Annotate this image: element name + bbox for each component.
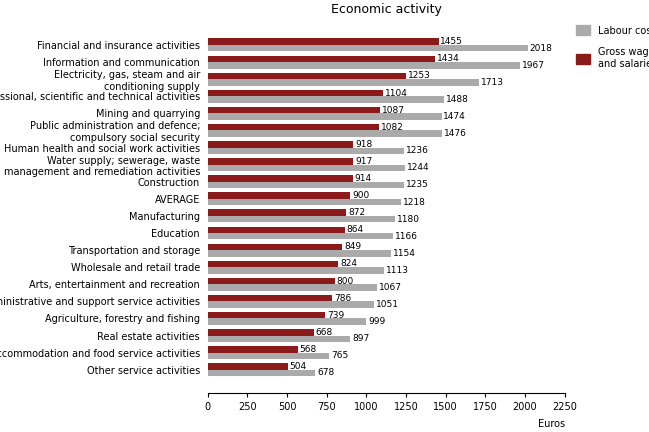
Text: 1113: 1113 [386, 266, 409, 275]
Text: 1236: 1236 [406, 146, 428, 155]
Text: 1253: 1253 [408, 71, 431, 80]
Text: 568: 568 [300, 345, 317, 354]
Text: 1154: 1154 [393, 249, 415, 258]
Bar [208, 165, 405, 171]
Bar [208, 226, 345, 233]
Text: 900: 900 [352, 191, 370, 200]
Bar [208, 278, 335, 284]
Bar [208, 346, 298, 353]
Bar [208, 284, 377, 291]
Bar [208, 45, 528, 51]
Bar [208, 192, 350, 199]
Text: 2018: 2018 [530, 44, 552, 53]
Text: 1067: 1067 [379, 283, 402, 292]
Text: 739: 739 [327, 311, 344, 320]
Bar [208, 353, 329, 359]
Text: 1180: 1180 [397, 215, 420, 224]
Text: 1488: 1488 [446, 95, 469, 104]
Bar [208, 363, 288, 370]
Bar [208, 107, 380, 113]
Text: 765: 765 [331, 351, 349, 360]
Text: 1713: 1713 [482, 78, 504, 87]
Bar [208, 90, 383, 96]
Bar [208, 56, 435, 62]
Bar [208, 38, 439, 45]
Text: 1474: 1474 [443, 112, 466, 121]
Legend: Labour costs, Gross wages
and salaries: Labour costs, Gross wages and salaries [572, 22, 649, 73]
Text: 800: 800 [336, 276, 354, 286]
Text: 872: 872 [348, 208, 365, 217]
Bar [208, 370, 315, 376]
Bar [208, 312, 325, 318]
Text: 1051: 1051 [376, 300, 399, 309]
Text: 864: 864 [347, 225, 364, 234]
Text: 914: 914 [354, 174, 372, 183]
Bar [208, 295, 332, 302]
Text: 786: 786 [334, 294, 352, 303]
Bar [208, 158, 353, 165]
Bar [208, 336, 350, 342]
Bar [208, 329, 313, 336]
Bar [208, 267, 384, 274]
Text: 1244: 1244 [407, 163, 430, 172]
Text: 1434: 1434 [437, 54, 460, 64]
Bar [208, 148, 404, 154]
Text: Euros: Euros [537, 419, 565, 429]
Text: 849: 849 [344, 242, 361, 251]
Bar [208, 124, 379, 130]
Bar [208, 96, 444, 103]
Title: Economic activity: Economic activity [331, 3, 441, 16]
Bar [208, 302, 374, 308]
Bar [208, 175, 352, 182]
Text: 917: 917 [355, 157, 373, 166]
Text: 1235: 1235 [406, 181, 428, 190]
Text: 1087: 1087 [382, 105, 405, 114]
Bar [208, 210, 346, 216]
Text: 504: 504 [289, 362, 307, 371]
Text: 678: 678 [317, 368, 334, 378]
Text: 1967: 1967 [522, 61, 545, 70]
Bar [208, 318, 366, 325]
Bar [208, 182, 404, 188]
Bar [208, 233, 393, 239]
Bar [208, 141, 353, 148]
Bar [208, 199, 401, 205]
Bar [208, 250, 391, 257]
Bar [208, 260, 338, 267]
Bar [208, 130, 442, 137]
Text: 1476: 1476 [444, 129, 467, 138]
Text: 918: 918 [355, 140, 373, 149]
Bar [208, 244, 343, 250]
Text: 1166: 1166 [395, 232, 417, 241]
Bar [208, 79, 480, 86]
Bar [208, 113, 441, 120]
Text: 1455: 1455 [441, 37, 463, 46]
Bar [208, 216, 395, 222]
Bar [208, 62, 520, 69]
Text: 824: 824 [340, 260, 358, 268]
Text: 668: 668 [315, 328, 333, 337]
Text: 897: 897 [352, 334, 369, 343]
Text: 1082: 1082 [381, 123, 404, 132]
Bar [208, 73, 406, 79]
Text: 999: 999 [368, 317, 386, 326]
Text: 1218: 1218 [403, 197, 426, 206]
Text: 1104: 1104 [385, 89, 408, 98]
